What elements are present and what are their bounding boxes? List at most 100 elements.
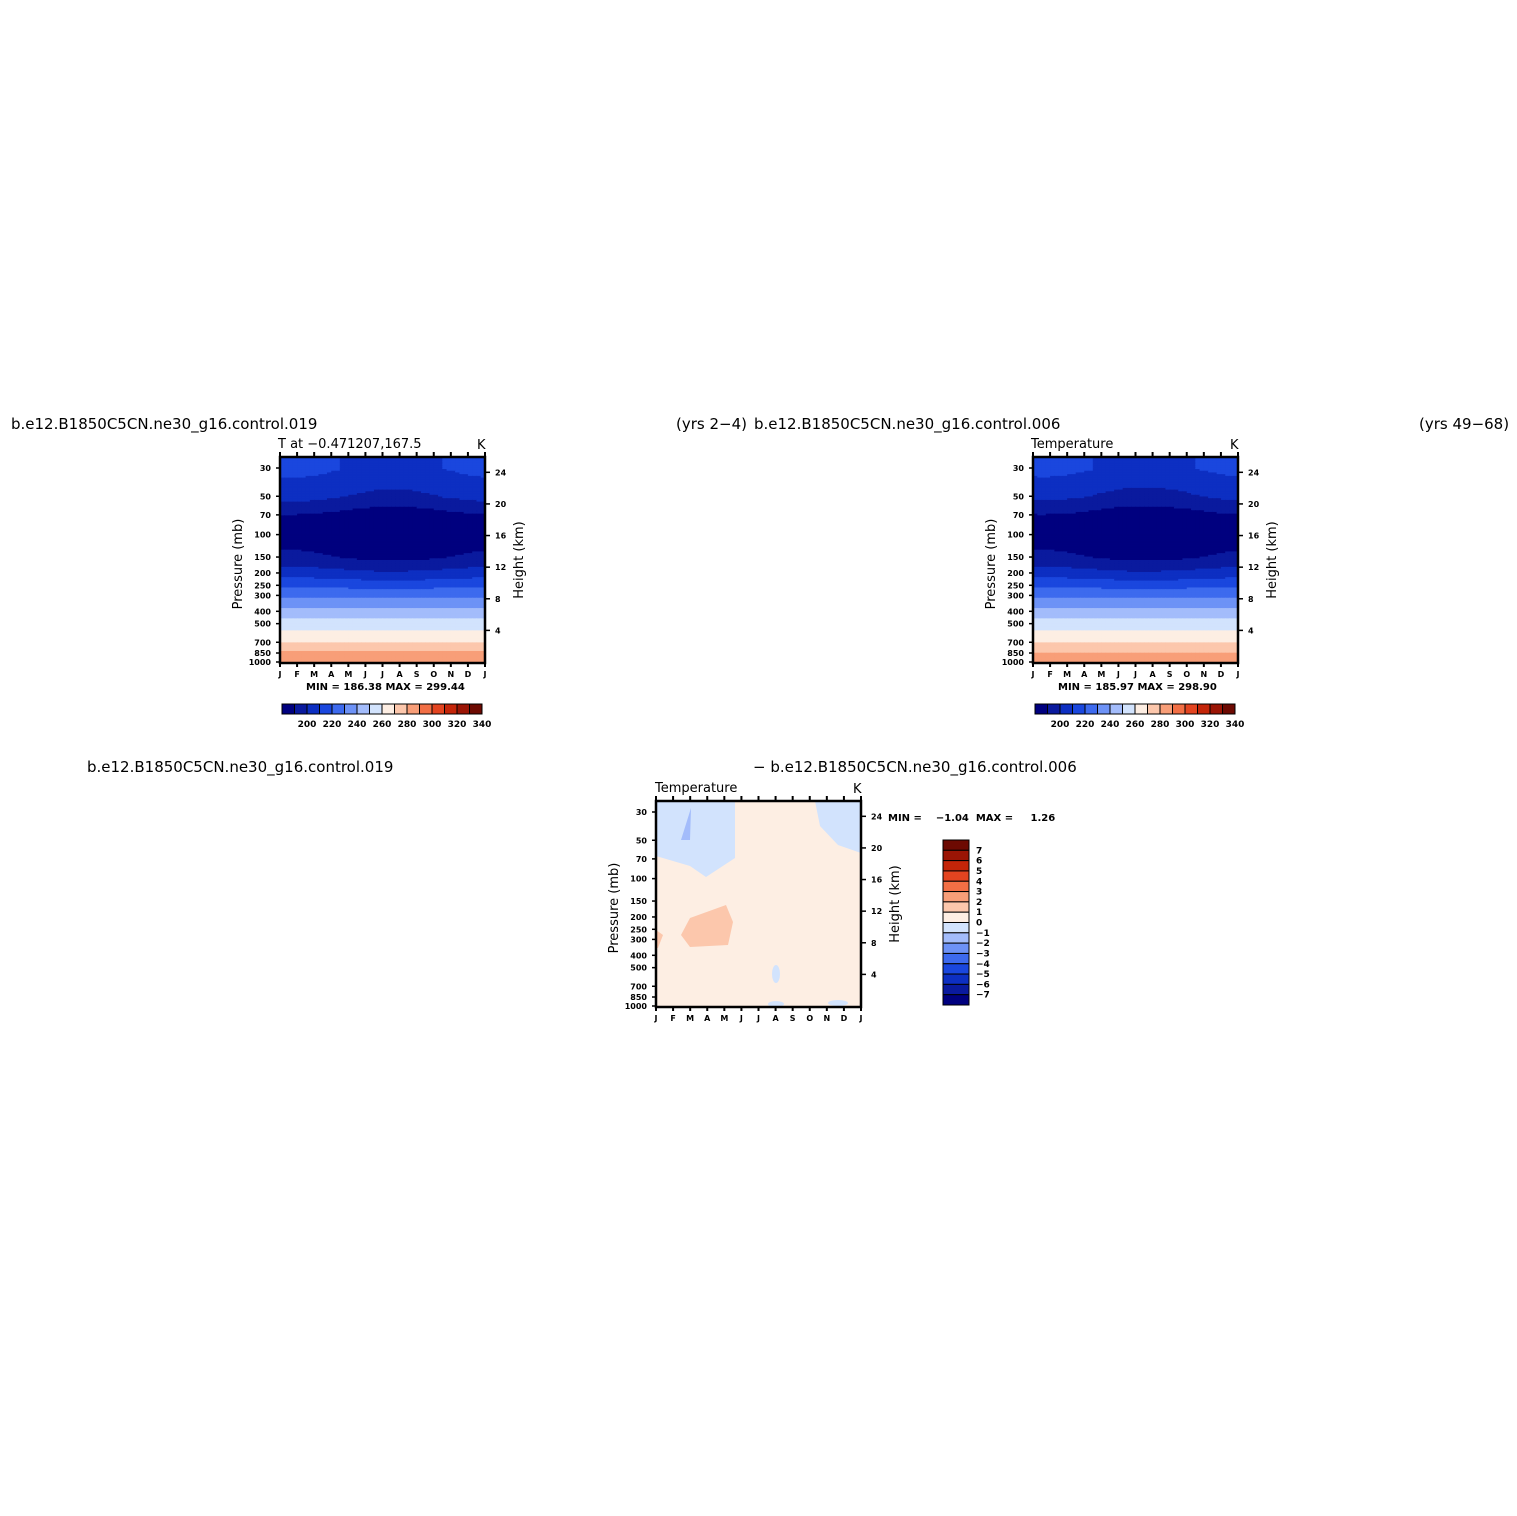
panel1-cell — [382, 534, 388, 537]
panel1-cell — [356, 535, 362, 539]
panel1-cell — [450, 470, 456, 474]
panel1-cell — [335, 522, 341, 525]
panel1-cell — [459, 477, 465, 480]
panel1-cell — [408, 532, 413, 535]
panel1-cell — [416, 537, 422, 540]
panel1-cell — [373, 527, 379, 530]
panel1-cell — [335, 496, 341, 499]
panel1-cell — [339, 498, 345, 501]
panel1-cell — [309, 544, 315, 547]
panel1-cell — [348, 506, 354, 510]
panel1-cell — [425, 494, 431, 498]
panel1-cell — [455, 489, 460, 492]
panel1-cell — [386, 542, 392, 546]
panel1-cell — [326, 506, 332, 510]
panel1-cell — [399, 493, 405, 496]
panel1-cell — [476, 510, 482, 513]
panel1-cell — [425, 534, 431, 537]
panel1-cell — [408, 508, 413, 511]
panel1-cell — [318, 532, 324, 535]
panel1-cell — [408, 494, 413, 498]
panel1-cell — [412, 472, 418, 475]
panel1-cell — [472, 474, 478, 477]
panel1-cell — [446, 505, 452, 508]
panel1-cell — [467, 487, 473, 491]
panel1-cell — [476, 511, 482, 515]
panel1-cell — [446, 467, 452, 470]
panel1-cell — [442, 518, 448, 522]
panel1-cell — [412, 527, 418, 530]
panel1-cell — [438, 489, 443, 492]
panel1-cell — [356, 539, 362, 542]
panel1-cell — [369, 522, 375, 525]
panel1-cell — [382, 541, 388, 544]
panel1-cell — [395, 510, 401, 513]
panel1-cell — [416, 460, 422, 463]
panel1-cell — [352, 527, 358, 530]
panel1-cell — [433, 544, 439, 547]
panel1-cell — [442, 496, 448, 499]
panel1-cell — [361, 465, 367, 468]
panel1-cell — [382, 487, 388, 491]
panel1-cell — [280, 479, 285, 482]
panel1-cell — [284, 498, 290, 501]
panel1-cell — [352, 481, 358, 484]
panel1-cell — [438, 472, 443, 475]
panel1-cell — [378, 484, 384, 487]
panel1-cell — [408, 535, 413, 539]
panel1-cell — [433, 484, 439, 487]
panel1-cell — [472, 499, 478, 503]
panel1-cell — [369, 489, 375, 492]
panel1-cell — [476, 496, 482, 499]
panel1-cell — [425, 484, 431, 487]
panel1-cell — [373, 487, 379, 491]
panel1-cell — [446, 535, 452, 539]
panel1-cell — [292, 520, 298, 523]
panel1-cell — [373, 535, 379, 539]
panel1-cell — [480, 469, 486, 472]
panel1-cell — [425, 520, 431, 523]
panel1-cell — [442, 482, 448, 486]
panel1-cell — [344, 491, 349, 494]
panel1-cell — [476, 503, 482, 506]
panel1-cell — [467, 505, 473, 508]
panel1-cell — [399, 537, 405, 540]
panel1-cell — [416, 520, 422, 523]
panel1-cell — [318, 493, 324, 496]
panel1-cell — [408, 460, 413, 463]
panel1-cell — [318, 477, 324, 480]
panel1-cell — [391, 498, 396, 501]
panel1-cell — [301, 503, 307, 506]
panel1-cell — [348, 515, 354, 518]
panel1-cell — [301, 501, 307, 504]
panel1-cell — [442, 469, 448, 472]
panel1-cell — [425, 460, 431, 463]
panel1-cell — [382, 477, 388, 480]
panel1-cell — [399, 532, 405, 535]
panel1-cell — [416, 501, 422, 504]
panel1-cell — [292, 515, 298, 518]
panel1-cell — [408, 499, 413, 503]
panel1-cell — [450, 537, 456, 540]
panel1-cell — [412, 482, 418, 486]
panel1-cell — [309, 510, 315, 513]
panel1-cell — [476, 474, 482, 477]
panel1-cell — [391, 542, 396, 546]
panel1-cell — [412, 523, 418, 527]
panel1-cell — [459, 542, 465, 546]
panel1-cell — [284, 544, 290, 547]
panel1-cell — [442, 498, 448, 501]
panel1-cell — [391, 544, 396, 547]
panel1-cell — [314, 511, 320, 515]
panel1-cell — [429, 537, 435, 540]
panel1-cell — [420, 517, 426, 520]
panel1-cell — [352, 463, 358, 467]
panel1-cell — [348, 481, 354, 484]
panel1-cell — [344, 479, 349, 482]
panel1-cell — [382, 518, 388, 522]
panel1-cell — [438, 486, 443, 489]
panel1-cell — [450, 465, 456, 468]
panel1-cell — [420, 542, 426, 546]
panel1-cell — [356, 529, 362, 532]
panel1-cell — [305, 458, 311, 462]
